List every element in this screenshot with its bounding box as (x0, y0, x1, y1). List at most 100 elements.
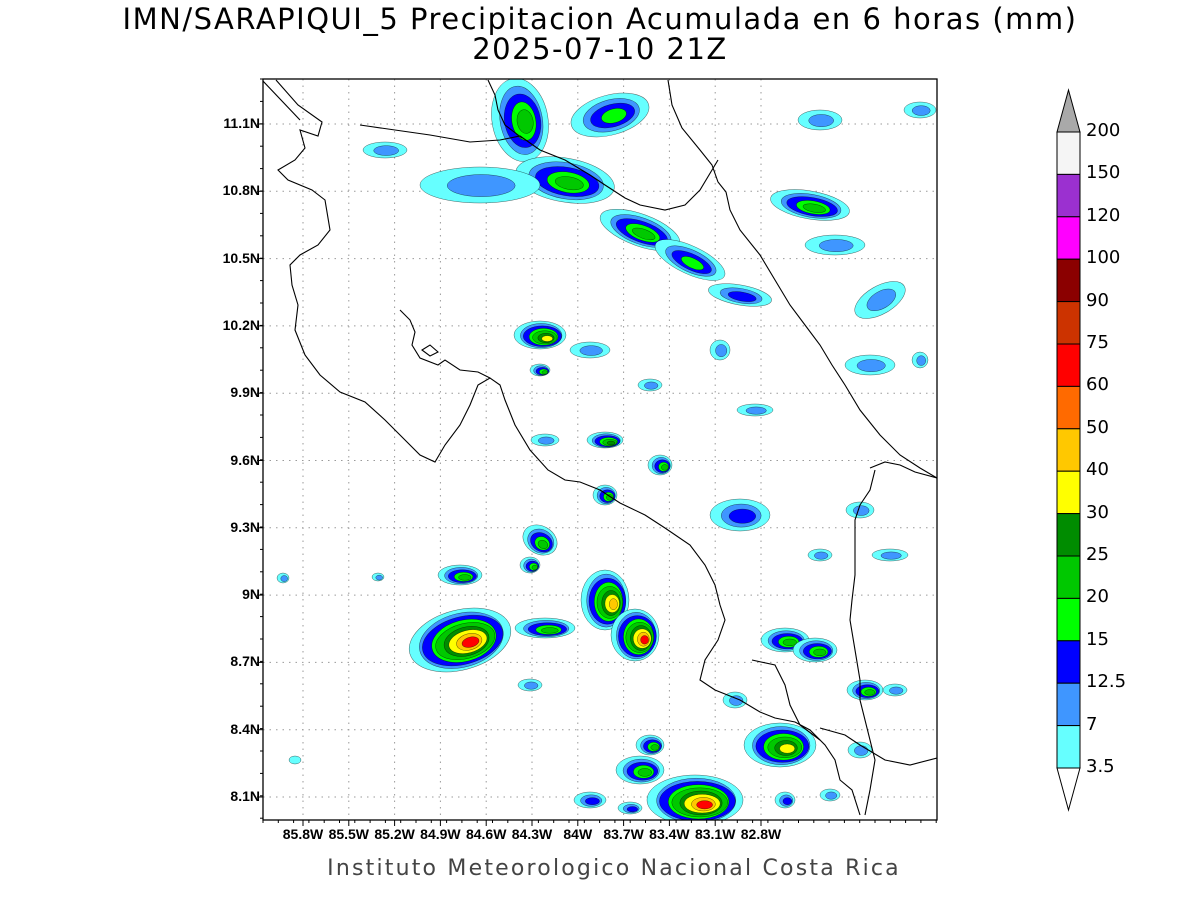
colorbar-label: 60 (1086, 374, 1109, 396)
precip-cell (615, 755, 665, 785)
coastline (263, 79, 937, 816)
precip-cell (288, 755, 302, 765)
precip-cell (419, 166, 541, 204)
colorbar-segment (1056, 385, 1081, 430)
precip-cell (709, 339, 731, 361)
y-tick-label: 10.5N (222, 249, 260, 266)
nicoya-gulf-coastline (399, 309, 491, 379)
colorbar-label: 7 (1086, 713, 1098, 735)
x-tick-label: 83.7W (603, 826, 644, 842)
colorbar-bottom-arrow (1056, 767, 1081, 812)
colorbar-label: 75 (1086, 332, 1109, 353)
x-tick-label: 84.9W (420, 826, 461, 842)
colorbar-label: 40 (1086, 459, 1109, 481)
colorbar-segment (1056, 301, 1081, 345)
colorbar-top-arrow (1056, 88, 1081, 133)
y-tick-label: 9.3N (230, 518, 260, 535)
colorbar-segment (1056, 470, 1081, 515)
colorbar-label: 3.5 (1086, 756, 1115, 777)
burica-coast (819, 727, 937, 766)
precip-cell (654, 239, 726, 281)
colorbar-segment (1056, 131, 1081, 175)
precip-cell (517, 678, 543, 692)
colorbar-segment (1056, 725, 1081, 769)
precip-cell (617, 801, 643, 815)
colorbar-label: 20 (1086, 586, 1109, 608)
precip-cell (522, 524, 558, 556)
island-outline (421, 344, 439, 357)
precip-cell (529, 363, 551, 377)
colorbar-label: 100 (1086, 247, 1121, 269)
precip-cell (637, 378, 663, 392)
x-tick-label: 83.1W (694, 826, 736, 842)
y-tick-label: 8.7N (230, 653, 260, 670)
precip-cell (774, 791, 796, 809)
colorbar-segment (1056, 682, 1081, 727)
y-tick-label: 10.8N (222, 182, 260, 199)
precip-cell (580, 569, 630, 631)
precip-cell (903, 101, 937, 119)
x-tick-label: 84W (563, 826, 593, 842)
sapoa-river (487, 79, 523, 139)
colorbar-segment (1056, 555, 1081, 599)
precip-cell (362, 141, 408, 159)
x-tick-label: 84.6W (465, 826, 507, 842)
precip-cell (647, 454, 673, 476)
osa-peninsula (751, 659, 821, 741)
colorbar-label: 90 (1086, 289, 1109, 311)
y-tick-label: 9.9N (230, 384, 260, 401)
colorbar-segment (1056, 258, 1081, 303)
precip-cell (276, 572, 290, 584)
precip-cell (491, 79, 549, 162)
precip-cell (437, 564, 483, 586)
precip-cell (871, 548, 909, 562)
precip-cell (513, 320, 567, 350)
y-tick-label: 9.6N (230, 451, 260, 468)
colorbar-label: 120 (1086, 204, 1121, 226)
precip-cell (911, 351, 929, 369)
precip-cell (804, 234, 866, 256)
precip-cell (819, 788, 841, 802)
precip-cell (635, 734, 665, 756)
colorbar-segment (1056, 428, 1081, 472)
colorbar-label: 200 (1086, 120, 1121, 141)
nicaragua-lake-shore (263, 80, 719, 211)
precip-cell (854, 281, 906, 319)
colorbar-label: 12.5 (1086, 671, 1127, 693)
precip-cell (570, 92, 650, 138)
precip-cell (530, 433, 560, 447)
x-tick-label: 85.8W (282, 826, 324, 842)
colorbar-label: 50 (1086, 416, 1109, 438)
precip-cell (610, 608, 660, 662)
x-tick-label: 83.4W (649, 826, 690, 842)
colorbar-label: 25 (1086, 544, 1109, 565)
precip-cell (844, 354, 896, 376)
precip-cell (569, 341, 611, 359)
precip-cell (586, 431, 624, 449)
precip-cell (371, 572, 385, 582)
y-tick-label: 10.2N (222, 316, 260, 333)
x-tick-label: 85.5W (328, 826, 370, 842)
precip-cell (882, 683, 908, 697)
x-tick-label: 84.3W (511, 826, 553, 842)
precip-cell (770, 189, 850, 221)
colorbar (1056, 88, 1081, 812)
x-tick-label: 82.8W (740, 826, 782, 842)
precip-cell (797, 109, 843, 131)
colorbar-label: 150 (1086, 162, 1121, 184)
precip-cell (646, 774, 744, 820)
precip-cell (846, 679, 884, 701)
caribbean-coastline (667, 79, 937, 479)
colorbar-segment (1056, 343, 1081, 387)
colorbar-label: 15 (1086, 628, 1109, 650)
precip-cell (708, 283, 772, 307)
colorbar-segment (1056, 513, 1081, 557)
precip-cell (736, 403, 774, 417)
precip-cell (573, 791, 607, 809)
precipitation-field (276, 79, 937, 820)
colorbar-segment (1056, 597, 1081, 642)
credit-footer: Instituto Meteorologico Nacional Costa R… (327, 856, 901, 881)
precip-cell (514, 617, 576, 639)
precip-cell (709, 498, 771, 532)
